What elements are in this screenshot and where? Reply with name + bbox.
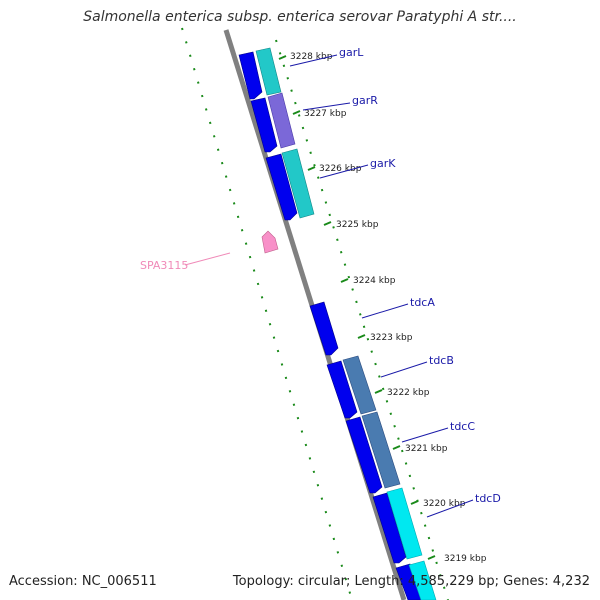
scale-tick	[323, 221, 332, 226]
gene-box-cyan[interactable]	[255, 47, 282, 96]
gene-label-leader	[401, 427, 449, 443]
scale-tick	[427, 555, 436, 560]
gene-label-leader	[289, 54, 338, 67]
scale-tick-label: 3222 kbp	[387, 388, 430, 398]
scale-tick	[374, 389, 383, 394]
scale-tick-label: 3224 kbp	[353, 276, 396, 286]
gene-label-SPA3115[interactable]: SPA3115	[140, 259, 188, 272]
gene-arrow[interactable]	[309, 301, 339, 356]
gene-arrow[interactable]	[395, 563, 423, 600]
scale-tick-label: 3226 kbp	[319, 164, 362, 174]
gene-box-steel[interactable]	[361, 411, 401, 489]
scale-tick	[410, 500, 419, 505]
gene-labels: garL garR garK tdcA tdcB tdcC tdcD SPA31…	[140, 46, 501, 518]
scale-tick-label: 3228 kbp	[290, 52, 333, 62]
gene-box-aqua[interactable]	[386, 487, 423, 560]
gene-label-tdcB[interactable]: tdcB	[429, 354, 454, 367]
scale-tick-label: 3225 kbp	[336, 220, 379, 230]
cog-colored-genes	[255, 47, 437, 600]
scale-tick-label: 3223 kbp	[370, 333, 413, 343]
reverse-gene-arrow[interactable]	[261, 230, 279, 254]
gene-label-garK[interactable]: garK	[370, 157, 396, 170]
gene-label-tdcA[interactable]: tdcA	[410, 296, 435, 309]
inner-dotted-track	[275, 39, 449, 600]
gene-label-leader	[426, 499, 474, 518]
scale-tick-label: 3219 kbp	[444, 554, 487, 564]
scale-tick-label: 3227 kbp	[304, 109, 347, 119]
gene-label-tdcD[interactable]: tdcD	[475, 492, 501, 505]
scale-tick-label: 3221 kbp	[405, 444, 448, 454]
gene-label-tdcC[interactable]: tdcC	[450, 420, 475, 433]
gene-label-leader	[361, 303, 409, 319]
gene-label-leader-pink	[184, 252, 231, 266]
gene-label-garR[interactable]: garR	[352, 94, 378, 107]
gene-label-leader	[319, 164, 369, 179]
scale-tick	[357, 334, 366, 339]
scale-tick	[340, 278, 349, 283]
gene-label-leader	[380, 361, 428, 378]
gene-box-purple[interactable]	[267, 92, 296, 149]
scale-tick	[392, 445, 401, 450]
gene-arrow[interactable]	[250, 97, 278, 153]
scale-tick	[307, 166, 316, 171]
gene-arrow[interactable]	[345, 416, 383, 494]
gene-arrow[interactable]	[372, 492, 407, 564]
gene-arrow[interactable]	[265, 153, 298, 221]
gene-label-leader	[302, 102, 351, 111]
gene-box-cyan[interactable]	[281, 148, 315, 219]
outer-dotted-track	[181, 27, 353, 600]
forward-strand-genes	[238, 51, 423, 600]
scale-ticks: 3228 kbp 3227 kbp 3226 kbp 3225 kbp 3224…	[278, 52, 487, 564]
gene-box-aqua[interactable]	[408, 560, 437, 600]
genome-summary-text: Topology: circular; Length: 4,585,229 bp…	[232, 574, 590, 589]
scale-tick	[292, 110, 301, 115]
gene-arrow[interactable]	[238, 51, 263, 100]
gene-box-steel[interactable]	[342, 355, 377, 415]
genome-title: Salmonella enterica subsp. enterica sero…	[83, 9, 517, 25]
gene-arrow[interactable]	[326, 360, 358, 419]
scale-tick-label: 3220 kbp	[423, 499, 466, 509]
scale-tick	[278, 55, 287, 60]
gene-label-garL[interactable]: garL	[339, 46, 364, 59]
accession-text: Accession: NC_006511	[9, 574, 157, 589]
